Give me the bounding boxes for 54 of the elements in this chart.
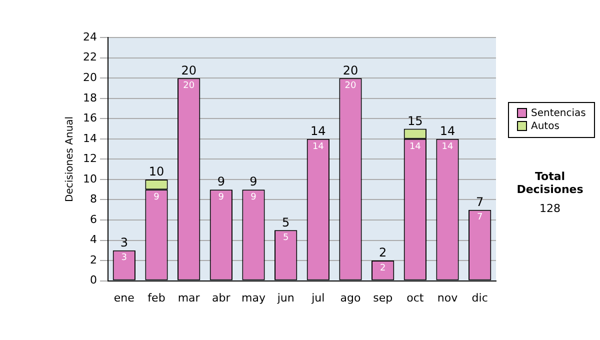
y-tick-label: 8 [90,192,97,206]
x-tick-label: jun [276,291,294,304]
data-label: 7 [476,212,483,223]
y-axis-title: Decisiones Anual [64,116,76,202]
total-label: 9 [217,174,225,189]
y-tick-label: 12 [82,152,97,166]
x-tick-label: ago [340,291,361,304]
x-tick-label: sep [373,291,393,304]
total-label: 5 [282,215,290,230]
y-tick-label: 14 [82,132,97,145]
x-tick-label: ene [114,291,135,304]
y-tick-label: 2 [90,253,97,266]
x-tick-label: abr [212,291,231,304]
data-label: 5 [282,232,289,243]
data-label: 9 [154,192,160,202]
total-label: 14 [440,124,456,138]
x-tick-label: oct [406,291,424,304]
data-label: 14 [312,142,324,152]
x-tick-label: nov [437,291,458,304]
x-tick-label: jul [310,291,325,304]
total-label: 14 [310,124,326,138]
y-tick-label: 4 [90,233,97,246]
data-label: 20 [183,80,195,91]
data-label: 3 [121,253,128,264]
y-tick-label: 22 [82,50,97,64]
data-label: 14 [442,142,454,152]
y-tick-label: 6 [90,212,97,226]
total-label: 9 [250,174,258,189]
y-tick-label: 20 [82,70,97,84]
total-label: 2 [379,246,387,260]
y-tick-label: 24 [82,30,97,44]
legend-label: Sentencias [530,107,586,120]
data-label: 2 [380,263,386,274]
legend-label: Autos [530,120,560,133]
total-label: 10 [148,164,164,179]
y-tick-label: 10 [82,172,97,186]
y-tick-label: 16 [82,112,97,125]
total-label: 3 [120,236,128,250]
data-label: 20 [344,80,356,91]
x-tick-label: may [242,291,266,304]
y-tick-label: 18 [82,91,97,104]
total-label: 20 [342,63,358,78]
data-label: 9 [250,192,257,202]
y-tick-label: 0 [90,274,97,287]
x-tick-label: dic [472,291,488,304]
total-label: 20 [181,63,196,78]
total-label: 15 [408,114,423,128]
data-label: 9 [218,192,224,202]
x-tick-label: feb [148,291,166,304]
x-tick-label: mar [178,291,200,304]
data-label: 14 [409,142,422,152]
text: 128 [538,202,562,215]
text: Total Decisiones [516,170,584,196]
total-label: 7 [476,194,484,209]
